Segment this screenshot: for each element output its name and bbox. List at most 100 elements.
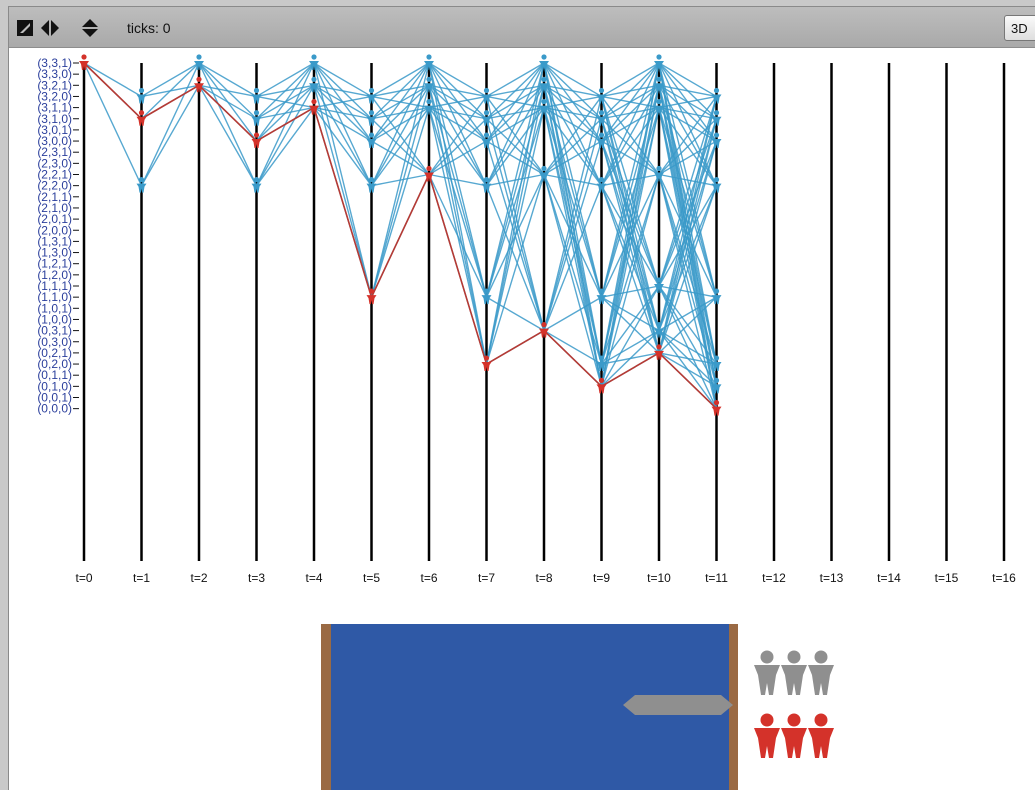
- time-label: t=6: [420, 571, 437, 585]
- search-edge: [485, 62, 545, 142]
- solution-node: [309, 99, 319, 115]
- solution-edge: [601, 352, 660, 388]
- state-node: [539, 76, 549, 93]
- search-edge: [428, 85, 488, 365]
- state-label: (1,2,1): [37, 257, 72, 271]
- state-node: [596, 110, 607, 126]
- state-node: [654, 76, 664, 93]
- search-edge: [601, 62, 660, 98]
- state-node: [136, 177, 147, 193]
- search-edge: [486, 296, 545, 332]
- search-edge: [543, 173, 602, 187]
- time-label: t=16: [992, 571, 1016, 585]
- time-axes: t=0 t=1 t=2 t=3 t=4 t=5 t=6 t=7 t=8 t=9 t=10 t=11 t=…: [75, 63, 1016, 585]
- search-edge: [428, 174, 488, 298]
- state-node: [596, 288, 607, 305]
- search-edge: [601, 285, 660, 298]
- search-edge: [543, 118, 602, 176]
- state-label: (3,1,1): [37, 101, 72, 115]
- search-edge: [313, 106, 372, 142]
- 3d-view-button[interactable]: 3D: [1004, 15, 1035, 41]
- search-edge: [371, 62, 430, 120]
- state-label: (0,0,0): [37, 402, 72, 416]
- horizontal-resize-icon[interactable]: [41, 19, 59, 37]
- search-edge: [658, 118, 718, 287]
- state-node: [366, 132, 377, 149]
- search-edge: [658, 96, 718, 287]
- state-node: [424, 54, 434, 70]
- search-edge: [543, 329, 602, 365]
- search-edge: [658, 62, 717, 98]
- zoom-icon[interactable]: [16, 19, 34, 37]
- search-edge: [370, 62, 430, 298]
- time-label: t=13: [820, 571, 844, 585]
- search-edge: [371, 140, 430, 176]
- solution-edge: [198, 84, 258, 142]
- state-label: (1,3,0): [37, 246, 72, 260]
- time-label: t=3: [248, 571, 265, 585]
- solution-edge: [141, 84, 200, 120]
- missionaries-group: [754, 650, 834, 695]
- state-label: (1,3,1): [37, 234, 72, 248]
- search-edge: [600, 107, 660, 387]
- state-node: [654, 165, 664, 182]
- state-label: (2,0,1): [37, 212, 72, 226]
- state-label: (1,1,0): [37, 290, 72, 304]
- search-edge: [485, 85, 545, 365]
- solution-edge: [83, 62, 143, 120]
- solution-node: [424, 165, 434, 182]
- search-edge: [601, 62, 660, 120]
- state-node: [539, 99, 549, 115]
- state-label: (0,2,1): [37, 346, 72, 360]
- state-label: (2,0,0): [37, 223, 72, 237]
- state-node: [596, 87, 607, 104]
- solution-edge: [543, 330, 603, 387]
- state-node: [539, 165, 549, 182]
- search-edge: [256, 62, 315, 98]
- time-label: t=14: [877, 571, 901, 585]
- time-label: t=11: [705, 571, 728, 585]
- solution-edge: [428, 174, 488, 365]
- state-node: [654, 277, 664, 293]
- state-node: [136, 87, 147, 104]
- search-edge: [428, 95, 487, 109]
- search-edge: [543, 107, 603, 387]
- time-label: t=15: [935, 571, 959, 585]
- time-label: t=12: [762, 571, 786, 585]
- state-node: [654, 99, 664, 115]
- search-edge: [256, 62, 315, 120]
- search-edge: [370, 107, 430, 298]
- search-edge: [658, 173, 717, 187]
- search-edge: [601, 330, 660, 387]
- search-edge: [198, 62, 257, 98]
- state-node: [711, 87, 722, 104]
- state-label: (2,3,1): [37, 145, 72, 159]
- search-edge: [658, 285, 718, 387]
- cannibal-icon: [781, 713, 807, 758]
- search-edge: [543, 140, 602, 176]
- search-edge: [313, 95, 372, 109]
- state-node: [309, 76, 319, 93]
- search-edge: [543, 174, 603, 387]
- search-edge: [658, 106, 717, 120]
- state-node: [366, 87, 377, 104]
- state-node: [251, 87, 262, 104]
- search-edge: [198, 84, 257, 120]
- solution-edge: [486, 329, 545, 365]
- state-node: [596, 132, 607, 149]
- search-edge: [658, 352, 717, 365]
- solution-edge: [313, 107, 373, 298]
- state-label: (0,0,1): [37, 391, 72, 405]
- search-edge: [543, 62, 602, 98]
- state-node: [711, 177, 722, 193]
- solution-node: [711, 400, 722, 416]
- state-node: [424, 99, 434, 115]
- time-label: t=5: [363, 571, 380, 585]
- search-edge: [485, 107, 545, 298]
- search-edge: [658, 84, 717, 98]
- state-label: (3,3,0): [37, 67, 72, 81]
- time-label: t=4: [305, 571, 322, 585]
- state-node: [481, 132, 492, 149]
- vertical-resize-icon[interactable]: [81, 19, 99, 37]
- search-edge: [428, 107, 488, 298]
